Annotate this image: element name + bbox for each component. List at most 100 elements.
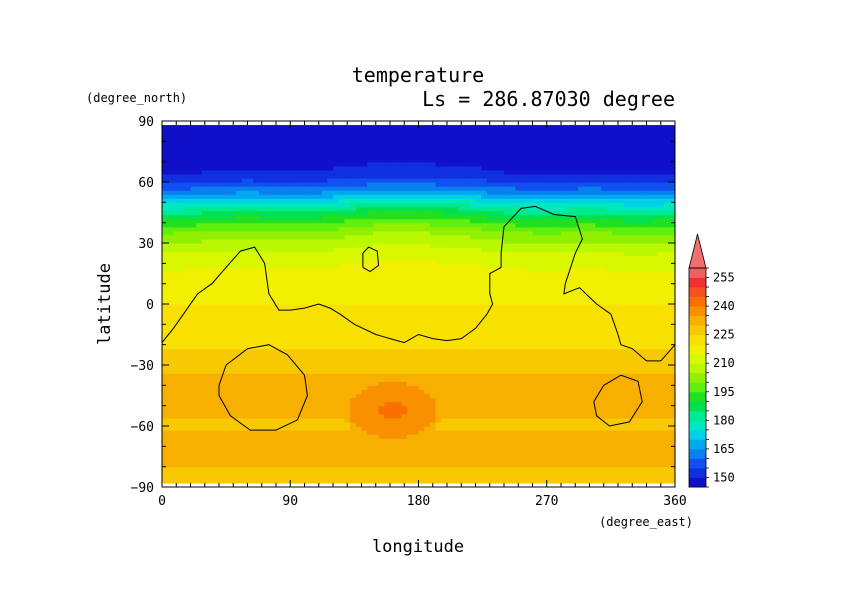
field-cell [492, 279, 499, 285]
field-cell [224, 405, 231, 411]
field-cell [219, 275, 226, 281]
field-cell [640, 393, 648, 399]
field-cell [196, 352, 203, 358]
field-cell [578, 352, 585, 358]
field-cell [219, 344, 226, 350]
field-cell [492, 413, 499, 419]
field-cell [657, 295, 665, 301]
field-cell [390, 413, 397, 419]
field-cell [236, 299, 243, 305]
field-cell [509, 413, 516, 419]
field-cell [657, 271, 665, 277]
field-cell [452, 271, 459, 277]
field-cell [310, 312, 317, 317]
field-cell [270, 352, 277, 358]
field-cell [327, 385, 334, 390]
field-cell [640, 360, 648, 366]
field-cell [270, 470, 277, 476]
field-cell [572, 454, 579, 460]
field-cell [509, 328, 516, 334]
field-cell [543, 474, 551, 480]
field-cell [412, 430, 420, 435]
field-cell [458, 279, 465, 285]
field-cell [407, 434, 414, 439]
field-cell [447, 462, 454, 468]
field-cell [526, 352, 534, 358]
field-cell [344, 397, 351, 403]
field-cell [253, 312, 260, 317]
field-cell [281, 255, 288, 260]
field-cell [333, 417, 340, 423]
field-cell [298, 295, 306, 301]
field-cell [355, 434, 363, 439]
field-cell [657, 405, 665, 411]
field-cell [287, 373, 294, 378]
field-cell [207, 409, 214, 415]
field-cell [469, 377, 477, 382]
field-cell [287, 312, 294, 317]
field-cell [338, 417, 345, 423]
field-cell [578, 291, 585, 297]
field-cell [361, 478, 368, 484]
field-cell [572, 263, 579, 268]
field-cell [652, 279, 659, 285]
field-cell [241, 316, 249, 321]
field-cell [566, 462, 573, 468]
field-cell [395, 450, 402, 456]
field-cell [219, 454, 226, 460]
field-cell [361, 332, 368, 338]
field-cell [618, 426, 625, 431]
field-cell [407, 385, 414, 390]
field-cell [418, 304, 425, 309]
field-cell [509, 393, 516, 399]
field-cell [293, 336, 300, 342]
field-cell [452, 291, 459, 297]
field-cell [412, 328, 420, 334]
field-cell [663, 336, 670, 342]
field-cell [412, 446, 420, 451]
field-cell [213, 356, 220, 362]
field-cell [219, 470, 226, 476]
field-cell [270, 454, 277, 460]
field-cell [600, 442, 608, 447]
field-cell [521, 267, 528, 273]
field-cell [532, 336, 539, 342]
field-cell [276, 287, 283, 293]
field-cell [640, 332, 648, 338]
field-cell [589, 360, 596, 366]
field-cell [600, 430, 608, 435]
field-cell [270, 377, 277, 382]
field-cell [583, 454, 591, 460]
field-cell [498, 450, 505, 456]
field-cell [367, 478, 374, 484]
field-cell [236, 373, 243, 378]
field-cell [355, 316, 363, 321]
field-cell [264, 454, 271, 460]
field-cell [350, 458, 357, 464]
field-cell [566, 328, 573, 334]
field-cell [424, 348, 431, 354]
field-cell [504, 430, 511, 435]
field-cell [657, 336, 665, 342]
field-cell [538, 320, 545, 325]
field-cell [578, 279, 585, 285]
field-cell [458, 421, 465, 427]
field-cell [595, 336, 602, 342]
field-cell [241, 279, 249, 285]
field-cell [184, 312, 192, 317]
field-cell [504, 275, 511, 281]
field-cell [555, 426, 562, 431]
field-cell [469, 409, 477, 415]
field-cell [521, 320, 528, 325]
field-cell [162, 324, 169, 329]
field-cell [361, 474, 368, 480]
field-cell [464, 438, 471, 443]
field-cell [167, 377, 174, 382]
field-cell [618, 369, 625, 374]
field-cell [190, 320, 197, 325]
field-cell [412, 385, 420, 390]
field-cell [361, 462, 368, 468]
field-cell [401, 413, 408, 419]
field-cell [623, 389, 630, 395]
field-cell [663, 340, 670, 346]
